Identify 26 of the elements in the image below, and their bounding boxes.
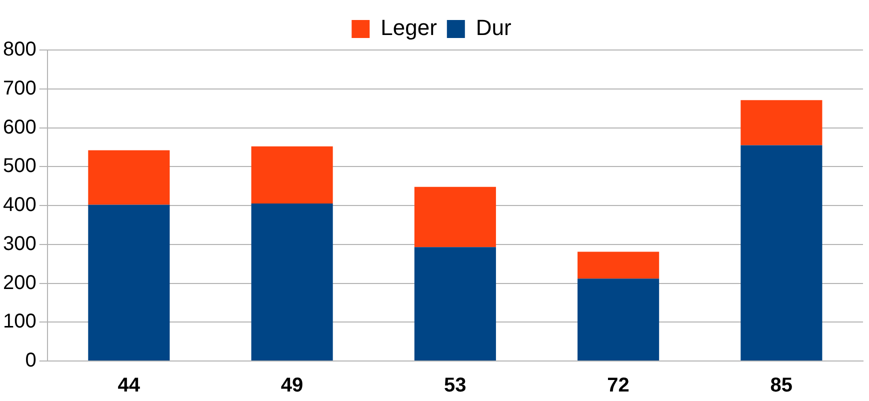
x-tick-label: 49 <box>280 374 304 397</box>
y-tick-label: 800 <box>2 38 36 61</box>
bar <box>578 278 660 360</box>
bar <box>740 100 822 146</box>
y-tick-label: 100 <box>2 310 36 333</box>
legend-label: Dur <box>476 15 512 40</box>
bar <box>414 247 496 360</box>
bar <box>578 252 660 279</box>
y-tick-label: 500 <box>2 155 36 178</box>
bar <box>88 204 170 360</box>
y-tick-label: 600 <box>2 116 36 138</box>
x-tick-label: 44 <box>118 374 141 397</box>
x-tick-label: 85 <box>770 374 793 397</box>
bar <box>740 145 822 360</box>
x-tick-label: 72 <box>607 374 630 397</box>
y-tick-label: 400 <box>2 194 36 216</box>
y-tick-label: 200 <box>2 272 36 294</box>
x-tick-label: 53 <box>444 374 466 397</box>
bar <box>251 204 333 360</box>
bar <box>251 146 333 204</box>
legend-label: Leger <box>380 15 437 40</box>
bar <box>88 150 170 205</box>
y-tick-label: 300 <box>2 232 36 255</box>
y-tick-label: 700 <box>2 77 36 100</box>
y-tick-label: 0 <box>25 350 36 372</box>
bar <box>414 186 496 248</box>
